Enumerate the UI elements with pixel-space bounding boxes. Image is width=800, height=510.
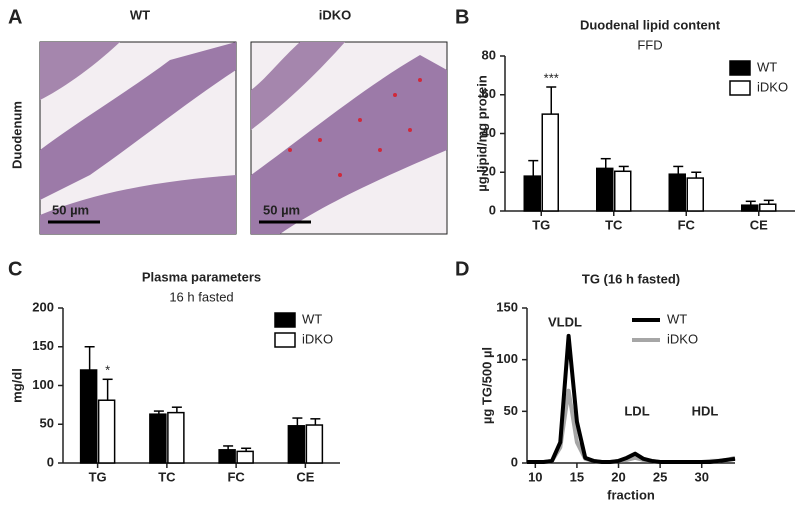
x-tick-label: 25: [653, 469, 667, 484]
x-tick-label: 30: [694, 469, 708, 484]
legend-label: WT: [667, 311, 687, 326]
bar: [668, 173, 686, 212]
bar: [149, 413, 167, 464]
y-tick-label: 100: [496, 351, 518, 366]
panel-letter: D: [455, 258, 469, 280]
bar: [287, 425, 306, 464]
x-tick-label: TC: [158, 469, 176, 484]
x-tick-label: FC: [227, 469, 245, 484]
column-label: WT: [130, 7, 150, 22]
legend-swatch: [729, 80, 751, 96]
x-tick-label: TG: [532, 217, 550, 232]
y-axis-label: µg TG/500 µl: [479, 347, 494, 424]
peak-label: LDL: [624, 403, 649, 418]
x-tick-label: 20: [611, 469, 625, 484]
y-tick-label: 60: [482, 86, 496, 101]
significance-label: *: [105, 363, 110, 378]
y-axis-label: mg/dl: [9, 368, 24, 403]
legend-swatch: [729, 60, 751, 76]
x-tick-label: TG: [89, 469, 107, 484]
panel-letter: C: [8, 258, 22, 280]
significance-label: ***: [544, 70, 559, 85]
bar: [741, 204, 759, 212]
y-tick-label: 0: [47, 454, 54, 469]
chart-subtitle: FFD: [637, 37, 662, 52]
chart-title: Duodenal lipid content: [580, 17, 721, 32]
x-tick-label: FC: [678, 217, 696, 232]
y-tick-label: 20: [482, 164, 496, 179]
panel-letter: B: [455, 6, 469, 28]
legend-label: iDKO: [757, 79, 788, 94]
micrograph: [250, 41, 448, 235]
bar: [167, 411, 185, 464]
x-tick-label: 15: [570, 469, 584, 484]
y-tick-label: 80: [482, 47, 496, 62]
legend-label: iDKO: [667, 331, 698, 346]
x-tick-label: CE: [750, 217, 768, 232]
y-tick-label: 0: [489, 202, 496, 217]
y-tick-label: 0: [511, 454, 518, 469]
bar: [218, 449, 236, 464]
bar: [541, 113, 559, 212]
legend-label: WT: [302, 311, 322, 326]
y-tick-label: 100: [32, 377, 54, 392]
x-tick-label: CE: [296, 469, 314, 484]
bar: [686, 177, 704, 212]
bar: [523, 175, 541, 212]
legend-label: iDKO: [302, 331, 333, 346]
y-tick-label: 50: [504, 403, 518, 418]
y-tick-label: 200: [32, 299, 54, 314]
panel-letter: A: [8, 6, 22, 28]
y-tick-label: 150: [496, 299, 518, 314]
y-axis-label: µg lipid/mg protein: [474, 75, 489, 192]
chart-title: Plasma parameters: [142, 269, 261, 284]
bar: [759, 203, 777, 212]
scale-bar-label: 50 µm: [263, 202, 300, 217]
peak-label: VLDL: [548, 314, 582, 329]
x-tick-label: TC: [605, 217, 623, 232]
y-tick-label: 40: [482, 125, 496, 140]
bar: [305, 424, 324, 464]
chart-title: TG (16 h fasted): [582, 271, 680, 286]
micrograph: [39, 41, 237, 235]
scale-bar-label: 50 µm: [52, 202, 89, 217]
legend-label: WT: [757, 59, 777, 74]
bar: [614, 170, 632, 212]
peak-label: HDL: [692, 403, 719, 418]
bar: [236, 450, 254, 464]
bar: [79, 369, 98, 464]
bar: [596, 167, 614, 212]
bar: [97, 399, 116, 464]
legend-swatch: [274, 312, 296, 328]
x-tick-label: 10: [528, 469, 542, 484]
row-label: Duodenum: [9, 101, 24, 169]
column-label: iDKO: [319, 7, 352, 22]
x-axis-label: fraction: [607, 487, 655, 502]
legend-swatch: [274, 332, 296, 348]
y-tick-label: 50: [40, 416, 54, 431]
chart-subtitle: 16 h fasted: [169, 289, 233, 304]
line: [527, 333, 736, 464]
y-tick-label: 150: [32, 338, 54, 353]
